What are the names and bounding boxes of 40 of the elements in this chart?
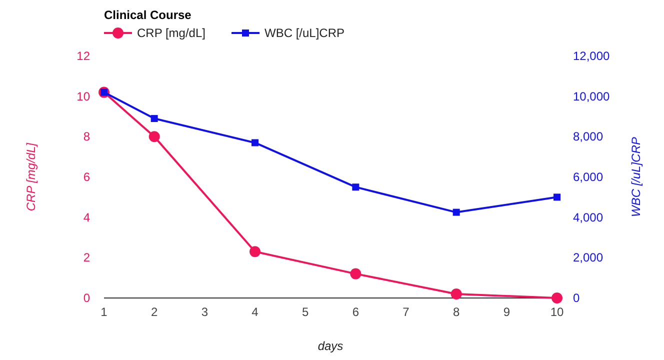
point [148, 131, 160, 142]
y2-tick-label: 2,000 [573, 250, 604, 265]
x-tick-label: 5 [302, 305, 309, 319]
y-tick-label: 6 [83, 170, 90, 184]
y-axis-title: CRP [mg/dL] [24, 142, 38, 212]
chart-title: Clinical Course [104, 8, 192, 22]
legend-label: CRP [mg/dL] [137, 26, 206, 40]
point [452, 208, 460, 216]
y-tick-label: 2 [83, 250, 90, 265]
legend-label: WBC [/uL]CRP [264, 26, 345, 40]
y2-tick-label: 6,000 [573, 170, 604, 184]
point [252, 139, 258, 146]
x-tick-label: 3 [201, 305, 208, 319]
point [352, 184, 360, 191]
point [554, 194, 560, 201]
y-tick-label: 0 [83, 291, 90, 305]
x-tick-label: 8 [452, 305, 460, 319]
y-tick-label: 10 [76, 89, 90, 104]
x-tick-label: 9 [503, 305, 510, 319]
y2-tick-label: 4,000 [573, 210, 604, 224]
x-tick-label: 6 [352, 305, 360, 319]
x-tick-label: 10 [550, 305, 564, 319]
x-tick-label: 4 [252, 305, 259, 319]
y2-tick-label: 0 [573, 291, 580, 305]
y-tick-label: 8 [83, 130, 90, 144]
y2-axis-title: WBC [/uL]CRP [629, 136, 643, 218]
x-tick-label: 7 [402, 305, 410, 319]
point [552, 292, 562, 304]
x-axis-title: days [318, 339, 344, 353]
x-tick-label: 1 [100, 305, 108, 319]
point [150, 115, 158, 122]
point [350, 268, 362, 280]
y-tick-label: 4 [83, 210, 90, 224]
y2-tick-label: 8,000 [573, 130, 604, 144]
point [250, 246, 260, 258]
x-tick-label: 2 [150, 305, 158, 319]
point [450, 288, 462, 300]
y2-tick-label: 12,000 [573, 49, 610, 63]
y2-tick-label: 10,000 [573, 89, 610, 104]
y-tick-label: 12 [76, 49, 90, 63]
